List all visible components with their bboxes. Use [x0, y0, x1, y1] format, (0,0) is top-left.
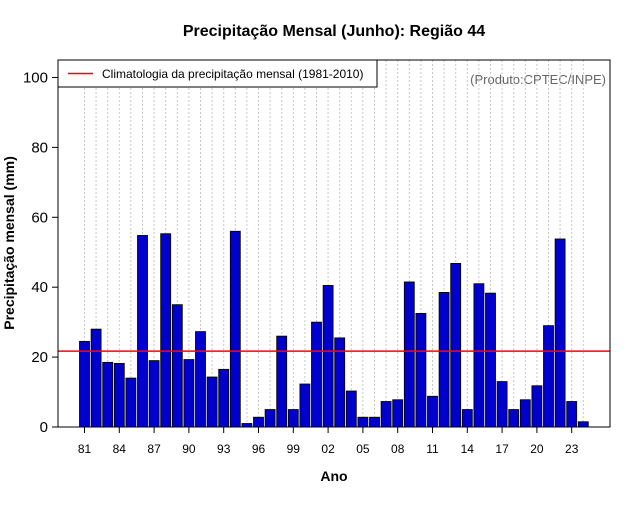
bar-13	[450, 263, 462, 428]
bar-08	[392, 399, 404, 428]
x-tick-label: 14	[461, 442, 475, 456]
bar-87	[148, 360, 160, 428]
bar-05	[357, 416, 369, 428]
chart-title: Precipitação Mensal (Junho): Região 44	[183, 23, 485, 40]
bar-01	[311, 321, 322, 428]
x-tick-label: 99	[287, 442, 301, 456]
bar-24	[577, 421, 589, 428]
x-tick-label: 08	[391, 442, 405, 456]
y-axis-label: Precipitação mensal (mm)	[1, 156, 17, 330]
x-tick-label: 87	[147, 442, 161, 456]
x-tick-label: 96	[252, 442, 266, 456]
bar-18	[508, 409, 520, 428]
x-tick-label: 81	[78, 442, 92, 456]
bar-88	[160, 233, 172, 428]
bar-95	[241, 423, 253, 428]
bar-17	[496, 381, 508, 428]
bar-22	[554, 238, 566, 428]
x-tick-label: 02	[321, 442, 335, 456]
bars	[79, 230, 589, 428]
bar-93	[218, 368, 230, 428]
bar-09	[403, 281, 415, 428]
bar-12	[438, 292, 450, 428]
bar-92	[206, 376, 218, 428]
bar-81	[79, 340, 90, 428]
bar-86	[137, 235, 148, 428]
x-tick-label: 20	[530, 442, 544, 456]
bar-16	[485, 292, 496, 428]
bar-15	[473, 283, 485, 428]
x-tick-label: 84	[113, 442, 127, 456]
y-tick-label: 20	[31, 349, 48, 366]
bar-97	[264, 409, 276, 428]
bar-98	[276, 335, 288, 428]
bar-14	[461, 409, 473, 428]
x-tick-label: 93	[217, 442, 231, 456]
bar-04	[345, 390, 357, 428]
y-tick-label: 60	[31, 209, 48, 226]
y-tick-label: 40	[31, 279, 48, 296]
bar-84	[113, 362, 125, 428]
bar-19	[519, 399, 531, 428]
bar-89	[171, 304, 183, 428]
bar-82	[90, 328, 102, 428]
x-tick-label: 11	[426, 442, 439, 456]
bar-91	[195, 331, 206, 428]
bar-07	[380, 401, 392, 428]
bar-11	[427, 395, 438, 428]
x-tick-label: 17	[495, 442, 509, 456]
axes: 0 20 40 60 80 100 81 84 87 90 93 96 99 02 05 08 11 14 17 20…	[23, 59, 611, 456]
bar-02	[322, 285, 334, 428]
legend-box	[57, 59, 378, 88]
bar-96	[253, 416, 264, 428]
x-tick-label: 90	[182, 442, 196, 456]
bar-20	[531, 385, 543, 428]
bar-99	[287, 409, 299, 428]
x-axis-label: Ano	[320, 468, 347, 484]
bar-21	[543, 325, 554, 428]
y-tick-label: 100	[23, 69, 48, 86]
x-tick-label: 05	[356, 442, 370, 456]
bar-83	[102, 361, 114, 428]
credit-text: (Produto:CPTEC/INPE)	[470, 72, 606, 87]
y-tick-label: 80	[31, 139, 48, 156]
bar-90	[183, 359, 195, 428]
legend: Climatologia da precipitação mensal (198…	[57, 59, 378, 88]
y-tick-label: 0	[40, 419, 48, 436]
bar-06	[369, 416, 380, 428]
bar-10	[415, 313, 427, 428]
bar-94	[229, 230, 241, 428]
x-tick-label: 23	[565, 442, 579, 456]
bar-23	[566, 401, 578, 428]
bar-85	[125, 377, 137, 428]
bar-00	[299, 383, 311, 428]
legend-label: Climatologia da precipitação mensal (198…	[102, 67, 363, 81]
